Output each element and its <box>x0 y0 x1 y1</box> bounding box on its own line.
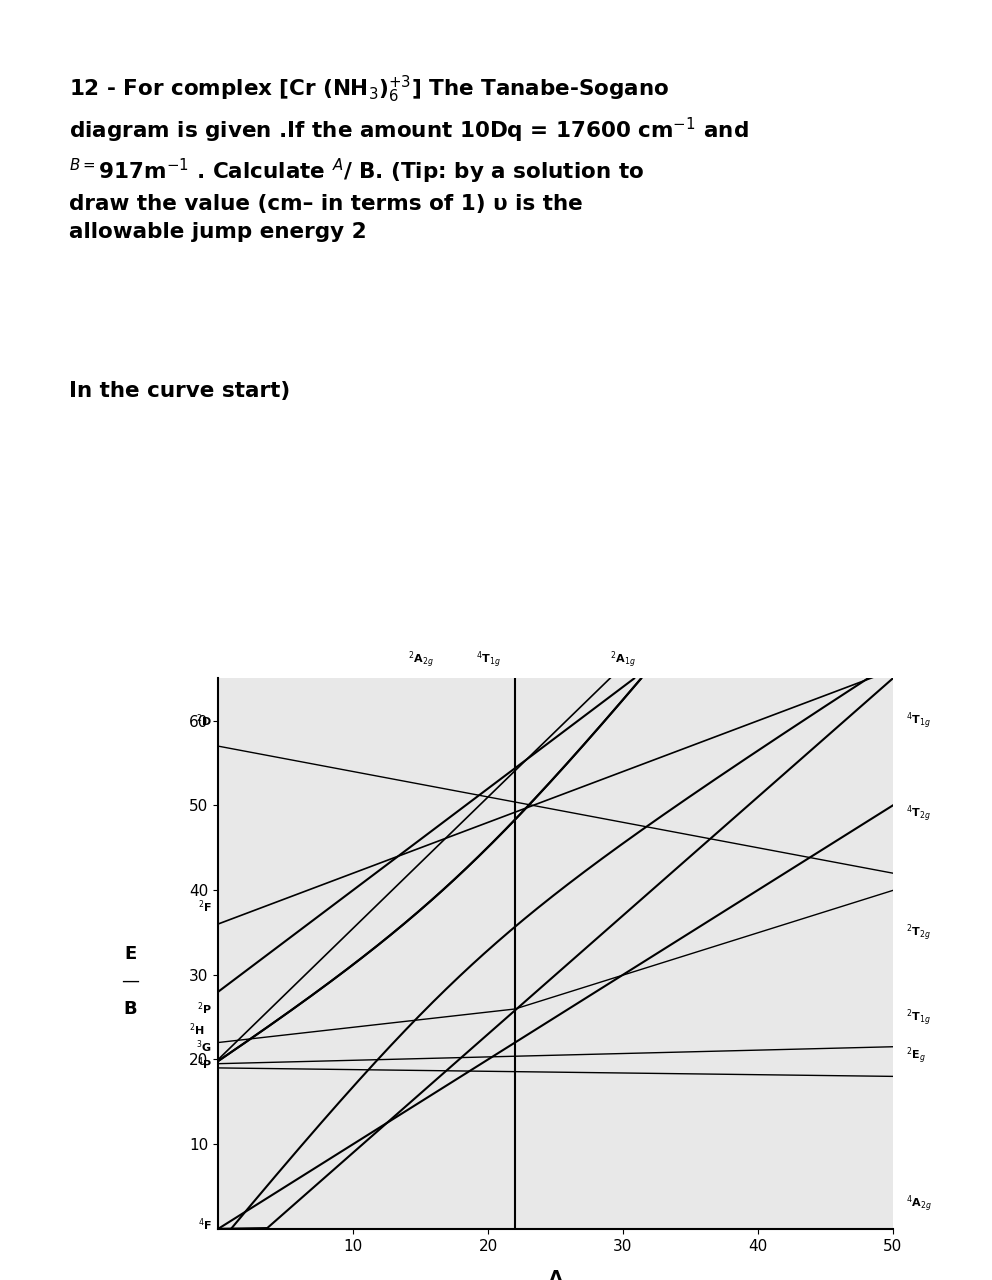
Text: $^4$T$_{2g}$: $^4$T$_{2g}$ <box>907 804 930 824</box>
Text: $^2$T$_{1g}$: $^2$T$_{1g}$ <box>907 1006 930 1028</box>
Text: $^4$T$_{1g}$: $^4$T$_{1g}$ <box>476 649 500 669</box>
Text: Δ: Δ <box>549 1270 562 1280</box>
Text: $^2$H: $^2$H <box>189 1021 204 1038</box>
Text: E: E <box>124 945 137 963</box>
Text: In the curve start): In the curve start) <box>69 381 291 401</box>
Text: $^2$A$_{1g}$: $^2$A$_{1g}$ <box>610 649 636 669</box>
Text: $^2$A$_{2g}$: $^2$A$_{2g}$ <box>408 649 434 669</box>
Text: $^4$P: $^4$P <box>196 1056 211 1071</box>
Text: $^4$F: $^4$F <box>197 1216 211 1233</box>
Text: $^2$P: $^2$P <box>196 1001 211 1016</box>
Text: $^2$D: $^2$D <box>195 713 211 730</box>
Text: $^4$A$_{2g}$: $^4$A$_{2g}$ <box>907 1193 931 1213</box>
Text: B: B <box>124 1000 137 1018</box>
Text: $^2$F: $^2$F <box>197 899 211 915</box>
Text: $^4$T$_{1g}$: $^4$T$_{1g}$ <box>907 710 930 731</box>
Text: $^3$G: $^3$G <box>195 1038 211 1055</box>
Text: —: — <box>122 972 140 991</box>
Text: $^2$T$_{2g}$: $^2$T$_{2g}$ <box>907 922 930 943</box>
Text: $^2$E$_g$: $^2$E$_g$ <box>907 1044 926 1066</box>
Text: 12 - For complex [Cr (NH$_3$)$_6^{+3}$] The Tanabe-Sogano
diagram is given .If t: 12 - For complex [Cr (NH$_3$)$_6^{+3}$] … <box>69 74 749 242</box>
